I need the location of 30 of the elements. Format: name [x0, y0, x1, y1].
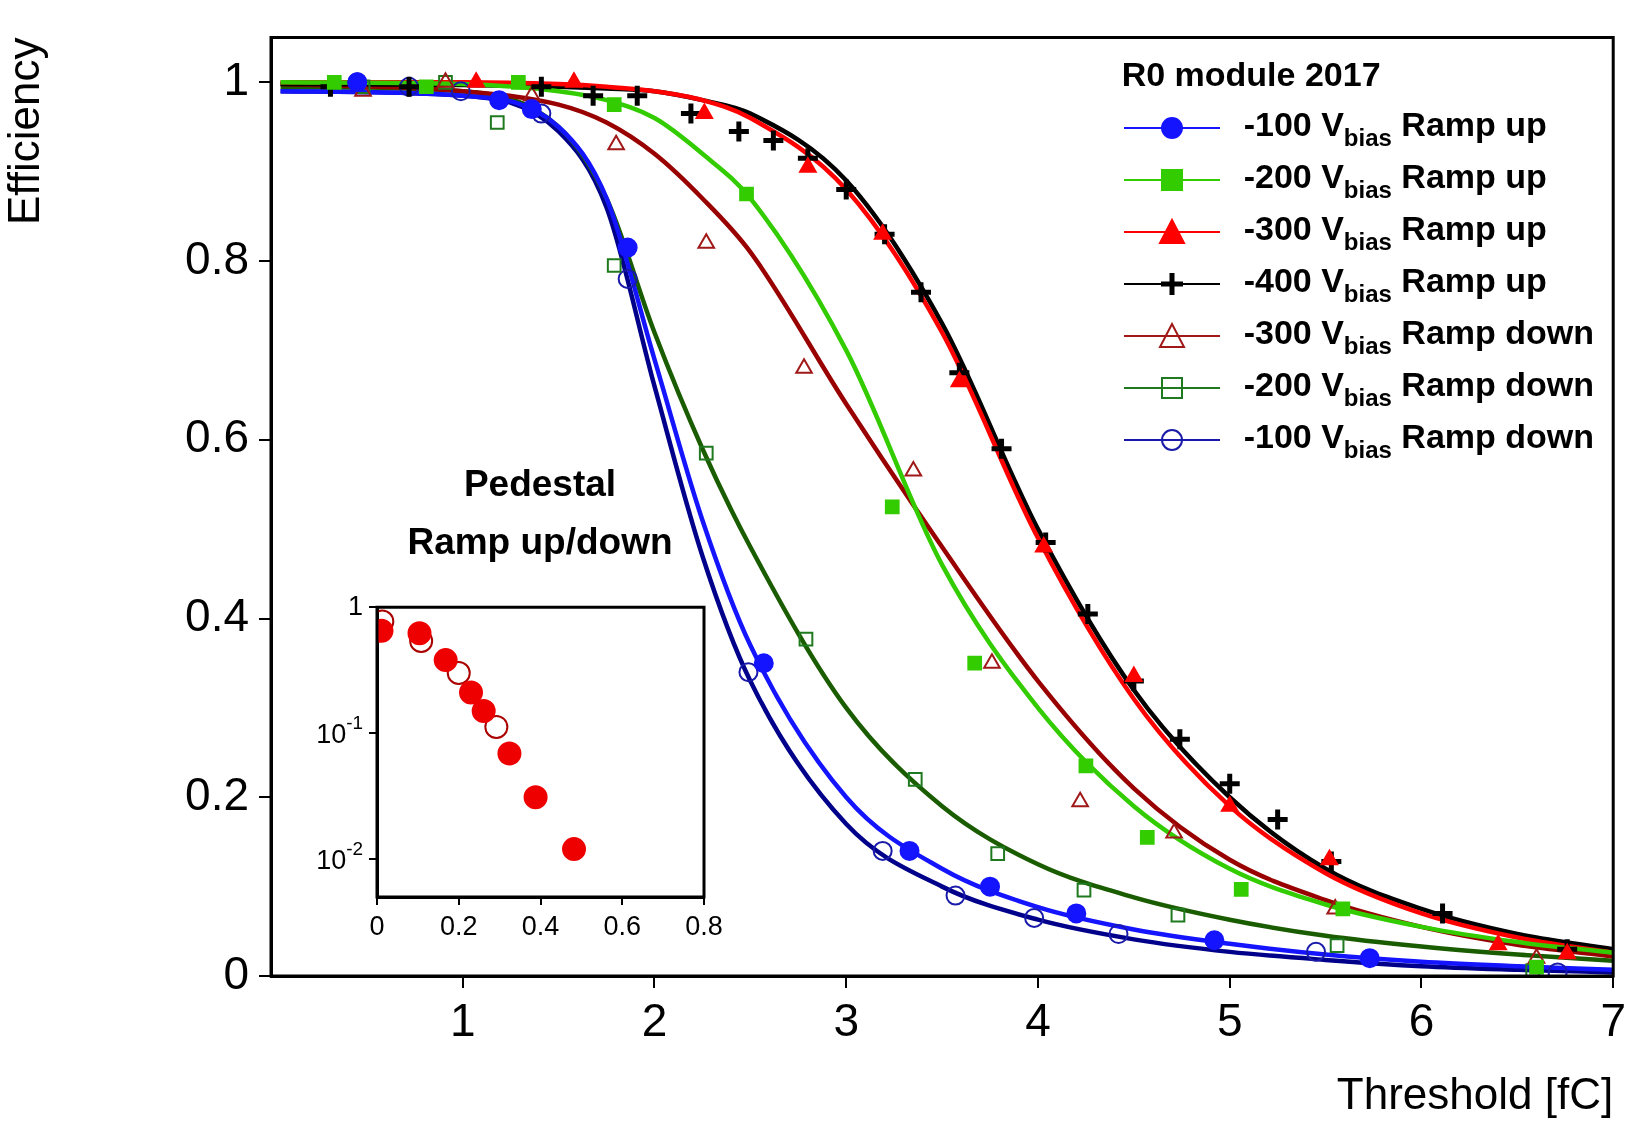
x-tick-label: 7: [1600, 994, 1627, 1047]
x-tick-label: 0.6: [603, 910, 642, 941]
legend-label: -400 V$_{bias}$ Ramp up: [1243, 260, 1547, 308]
x-tick-label: 3: [833, 994, 860, 1047]
x-tick-label: 0: [369, 910, 385, 941]
y-tick-label: 0.4: [185, 589, 249, 642]
legend-title: R0 module 2017: [1121, 54, 1382, 95]
x-tick-label: 4: [1025, 994, 1051, 1047]
x-axis-title: Threshold [fC]: [1336, 1068, 1614, 1118]
legend-label: -200 V$_{bias}$ Ramp up: [1243, 156, 1547, 204]
x-tick-label: 5: [1216, 994, 1243, 1047]
y-tick-label: 0.8: [185, 231, 249, 284]
legend-label: -300 V$_{bias}$ Ramp down: [1243, 312, 1594, 360]
x-tick-label: 0.8: [685, 910, 723, 941]
x-tick-label: 0.4: [521, 910, 560, 941]
chart-title: Pedestal Ramp up/down: [406, 462, 674, 564]
legend-label: -100 V$_{bias}$ Ramp down: [1243, 416, 1594, 464]
legend-label: -200 V$_{bias}$ Ramp down: [1243, 364, 1594, 412]
x-tick-label: 0.2: [439, 910, 478, 941]
y-tick-label: 0.6: [185, 410, 249, 463]
y-axis-title: Efficiency: [0, 37, 48, 226]
x-tick-label: 6: [1408, 994, 1435, 1047]
legend-label: -100 V$_{bias}$ Ramp up: [1243, 104, 1547, 152]
y-tick-label: 1: [347, 590, 363, 621]
x-tick-label: 1: [449, 994, 476, 1047]
legend-label: -300 V$_{bias}$ Ramp up: [1243, 208, 1547, 256]
y-tick-label: 0: [223, 946, 249, 999]
x-tick-label: 2: [641, 994, 668, 1047]
y-tick-label: 0.2: [185, 767, 249, 820]
y-tick-label: 1: [223, 52, 249, 105]
